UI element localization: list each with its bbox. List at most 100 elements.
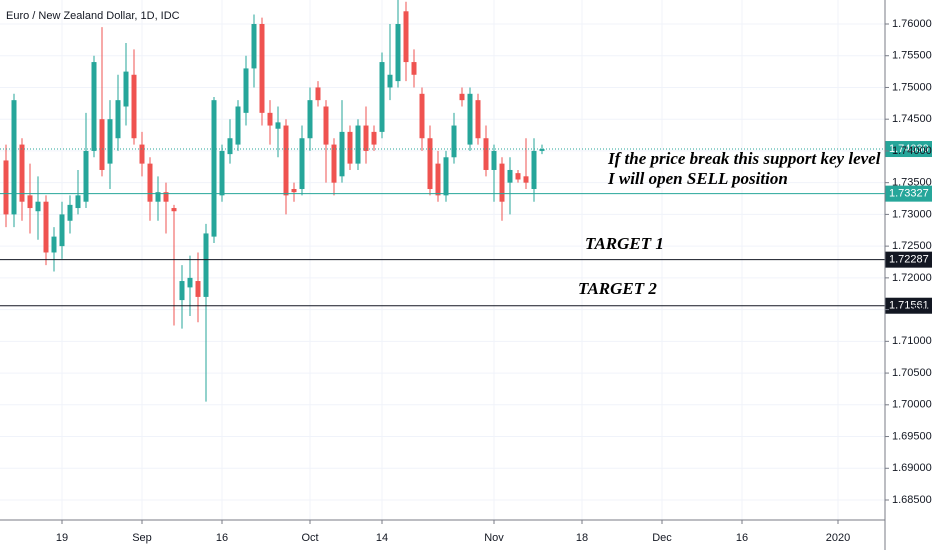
candle-body [19,144,25,202]
y-tick-label: 1.75500 [892,50,932,62]
candle-body [395,23,401,82]
candle-body [131,74,137,139]
candle-body [235,106,241,145]
candle-body [107,119,113,164]
candle-body [259,23,265,113]
candle-body [59,214,65,247]
candle-body [419,93,425,139]
x-tick-label: 16 [736,532,748,544]
price-label: 1.72287 [889,254,929,266]
candle-body [443,157,449,196]
candle-body [83,150,89,202]
chart-title: Euro / New Zealand Dollar, 1D, IDC [6,10,180,22]
candle-body [35,201,41,212]
candle-body [115,100,121,139]
candle-body [75,195,81,209]
y-tick-label: 1.72500 [892,240,932,252]
candle-body [219,150,225,196]
candle-body [315,87,321,101]
x-tick-label: 19 [56,532,68,544]
price-label: 1.73327 [889,188,929,200]
candle-body [99,119,105,170]
x-tick-label: 14 [376,532,388,544]
candle-body [251,23,257,69]
candle-body [379,62,385,132]
price-label-box [885,141,932,158]
candle-body [459,93,465,101]
candle-body [3,160,9,215]
y-tick-label: 1.72000 [892,272,932,284]
annotation: TARGET 1 [585,234,664,253]
y-tick-label: 1.74500 [892,113,932,125]
y-tick-label: 1.73000 [892,208,932,220]
y-tick-label: 1.68500 [892,494,932,506]
annotation: I will open SELL position [607,169,788,188]
price-label-box [885,185,932,202]
x-tick-label: 16 [216,532,228,544]
price-label-box [885,251,932,268]
candle-body [299,138,305,190]
candle-body [211,100,217,237]
candle-body [147,163,153,202]
candle-body [355,125,361,164]
candle-body [531,150,537,190]
y-tick-label: 1.70500 [892,367,932,379]
price-label: 1.74030 [889,143,929,155]
candle-body [267,112,273,126]
candle-body [331,144,337,183]
candle-body [155,192,161,202]
candle-body [43,201,49,253]
candle-body [403,11,409,63]
candle-body [387,74,393,88]
candle-body [475,100,481,139]
y-tick-label: 1.70000 [892,399,932,411]
x-tick-label: Nov [484,532,504,544]
candle-body [491,150,497,170]
candle-body [363,125,369,151]
candle-body [275,122,281,129]
axes: 1.68500 1.69000 1.69500 1.70000 1.70500 1.710… [56,18,932,544]
annotation: If the price break this support key leve… [607,149,881,168]
candle-body [323,106,329,145]
candle-body [243,68,249,113]
price-label: 1.71561 [889,300,929,312]
candle-body [27,195,33,209]
candle-body [451,125,457,158]
candle-body [51,236,57,253]
candle-body [139,144,145,164]
candle-body [195,281,201,297]
x-tick-label: 18 [576,532,588,544]
x-tick-label: Oct [301,532,318,544]
candle-body [307,100,313,139]
candle-body [507,169,513,183]
candle-body [539,149,545,151]
x-tick-label: Sep [132,532,152,544]
candle-body [11,100,17,215]
annotation: TARGET 2 [578,279,657,298]
candle-body [171,208,177,212]
y-tick-label: 1.75000 [892,81,932,93]
candle-body [427,138,433,190]
price-lines: 1.74030 1.73327 1.72287 1.71561 [0,141,932,314]
price-label-box [885,297,932,314]
candle-body [67,204,73,221]
candle-body [515,173,521,180]
y-tick-label: 1.76000 [892,18,932,30]
candle-body [371,131,377,145]
candle-body [339,131,345,177]
x-tick-label: 2020 [826,532,850,544]
candle-body [523,176,529,183]
y-tick-label: 1.69000 [892,462,932,474]
candle-body [347,131,353,164]
candle-body [123,71,129,107]
candle-body [411,62,417,75]
x-tick-label: Dec [652,532,672,544]
y-tick-label: 1.71500 [892,304,932,316]
candle-body [483,138,489,170]
y-tick-label: 1.74000 [892,145,932,157]
candle-body [499,163,505,202]
y-tick-label: 1.73500 [892,177,932,189]
candle-body [283,125,289,196]
